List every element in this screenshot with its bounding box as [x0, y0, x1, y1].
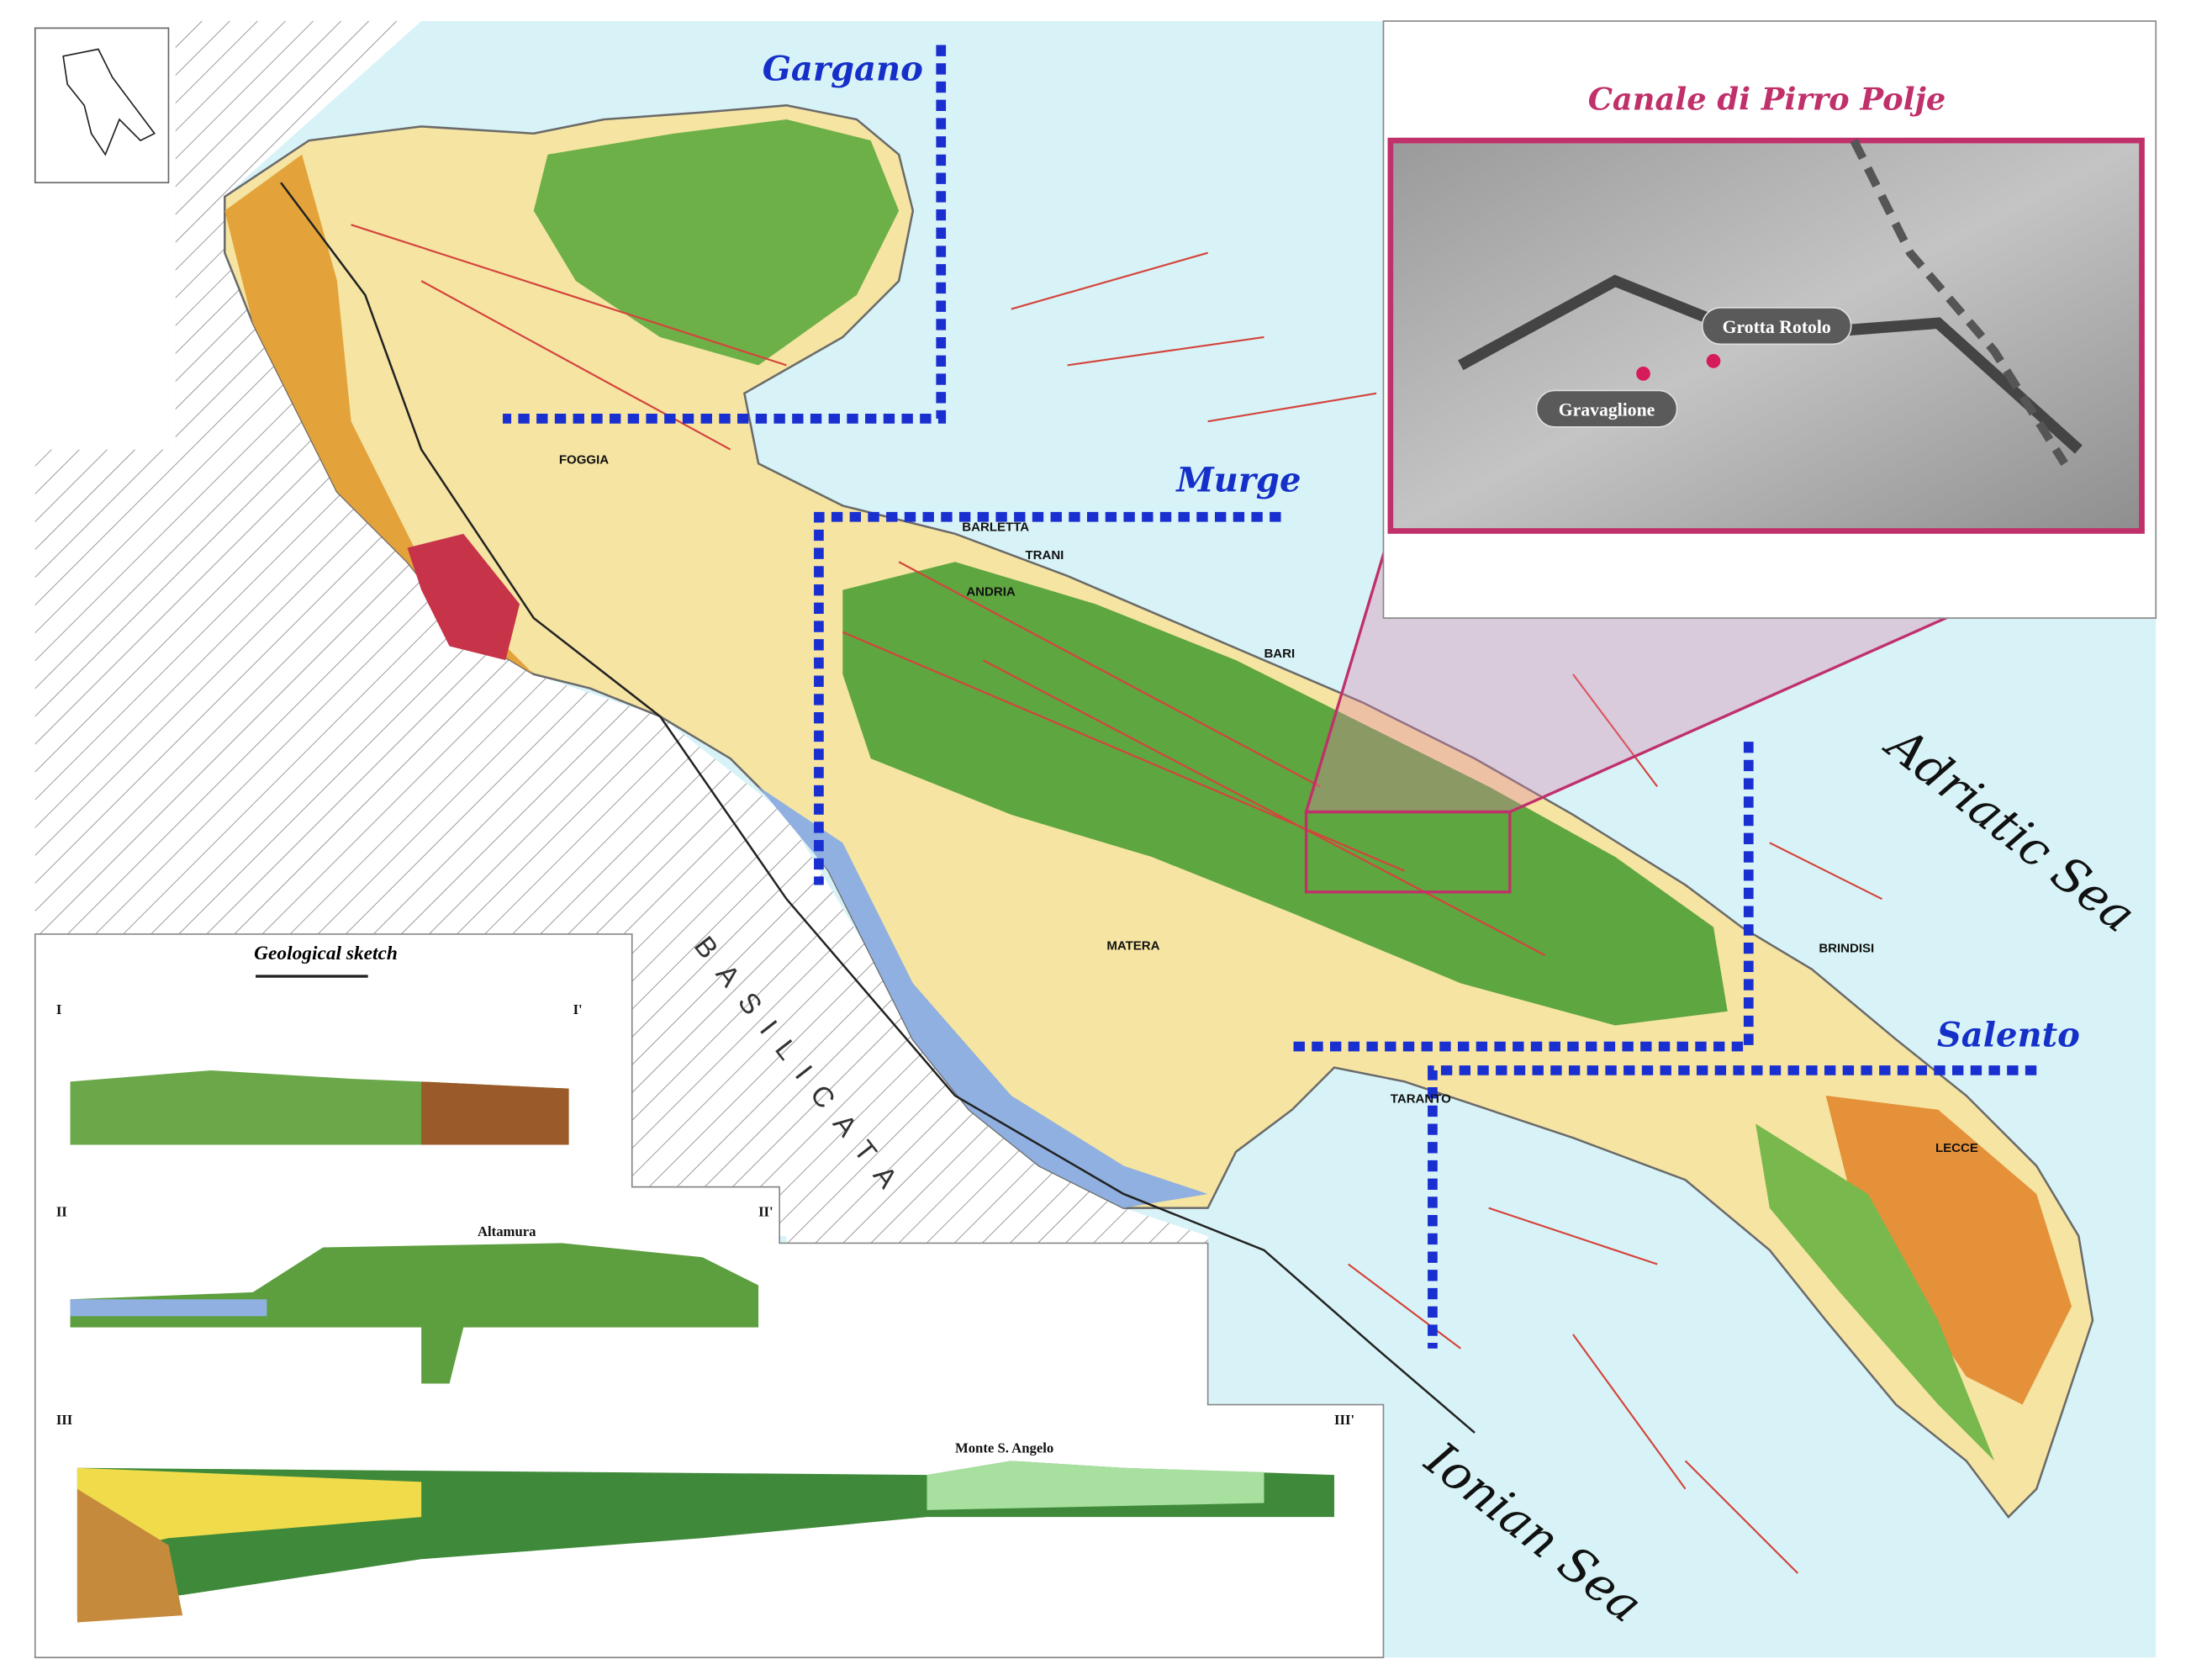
section-label: III' — [1334, 1412, 1354, 1428]
murge-green — [842, 562, 1728, 1026]
town-label: ANDRIA — [966, 584, 1016, 599]
section-label: II' — [758, 1204, 773, 1220]
section-3-yellow — [77, 1467, 422, 1560]
label-bubble — [1701, 307, 1852, 346]
town-label: TARANTO — [1391, 1091, 1451, 1106]
town-label: TRANI — [1025, 548, 1064, 563]
section-label: II — [56, 1204, 67, 1220]
italy-outline — [62, 48, 156, 156]
town-label: MATERA — [1106, 938, 1159, 953]
region-label: Murge — [1175, 461, 1301, 500]
town-label: BRINDISI — [1819, 942, 1874, 956]
murge-frame — [814, 511, 1281, 885]
town-label: BARI — [1264, 647, 1295, 661]
inset-title: Canale di Pirro Polje — [1588, 80, 1946, 117]
section-place: Altamura — [478, 1223, 536, 1239]
salento-green — [1755, 1123, 1995, 1461]
section-2-blue — [70, 1299, 267, 1317]
section-3-orange — [77, 1488, 183, 1623]
salento-frame — [1289, 742, 1754, 1052]
section-label: III — [56, 1412, 72, 1428]
scarp — [1850, 138, 2068, 466]
section-label: I' — [573, 1001, 583, 1017]
region-label: Salento — [1937, 1016, 2080, 1055]
town-label: FOGGIA — [559, 452, 609, 467]
inset-label: Gravaglione — [1559, 400, 1655, 420]
overview-box — [34, 27, 170, 184]
section-2 — [70, 1243, 759, 1384]
towns: FOGGIA BARLETTA TRANI ANDRIA BARI MATERA… — [559, 452, 1978, 1155]
inset-label: Grotta Rotolo — [1723, 317, 1831, 337]
salento-frame-2 — [1428, 1065, 2037, 1349]
town-label: BARLETTA — [962, 520, 1029, 534]
region-label: Gargano — [763, 49, 923, 88]
cave-point — [1636, 367, 1650, 381]
section-3-light — [927, 1461, 1264, 1510]
label-bubble — [1535, 389, 1678, 428]
red-unit — [407, 533, 520, 661]
gargano-green — [533, 119, 900, 366]
map-shape — [351, 224, 1882, 1574]
town-label: LECCE — [1935, 1141, 1978, 1155]
blue-unit — [758, 786, 1208, 1208]
sketch-title: Geological sketch — [254, 943, 398, 964]
orange-unit — [224, 154, 534, 674]
hatched-area — [34, 21, 1208, 1405]
gargano-frame — [503, 45, 947, 424]
cave-point — [1706, 354, 1721, 368]
salento-orange — [1825, 1096, 2072, 1405]
section-label: I — [56, 1001, 62, 1017]
thrust-front — [280, 182, 1476, 1434]
section-place: Monte S. Angelo — [955, 1440, 1053, 1455]
section-1-orange — [421, 1081, 569, 1145]
